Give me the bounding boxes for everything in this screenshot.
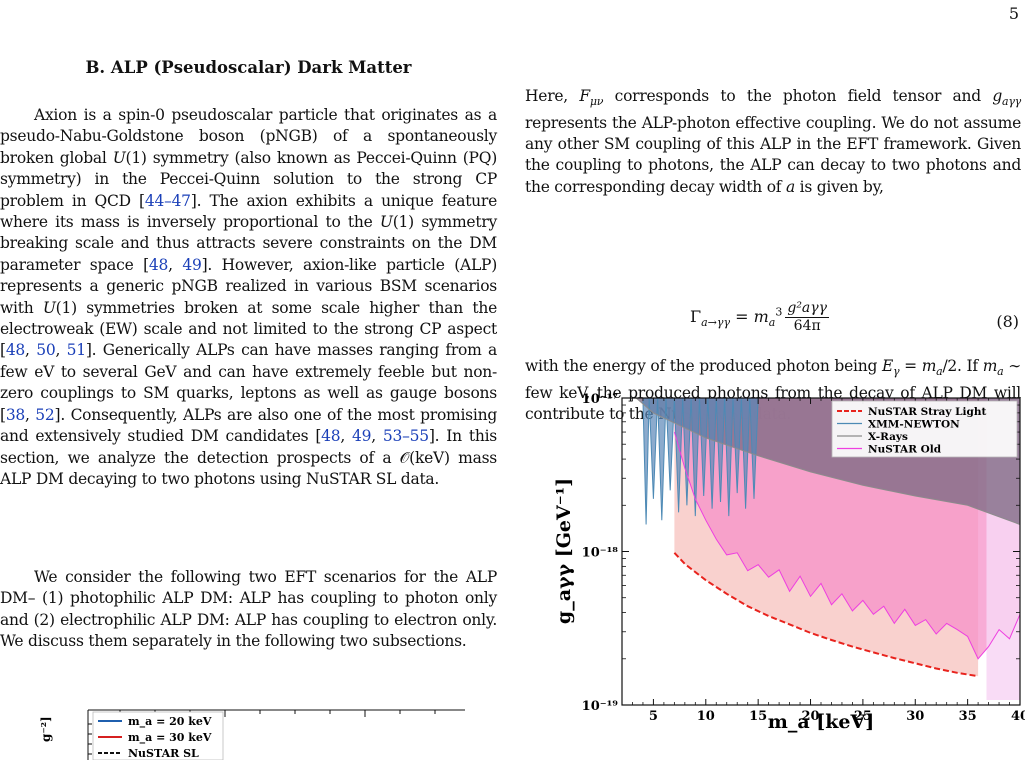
axis-ticks: 5 10 15 20 25 30 35 40 10⁻¹⁷ 10⁻¹⁸ 10⁻¹⁹ <box>582 392 1025 724</box>
y-axis-label: g_aγγ [GeV⁻¹] <box>553 478 575 624</box>
series-line-x-rays <box>635 398 1020 525</box>
x-tick-label: 25 <box>854 709 872 724</box>
mini-legend-label-2: m_a = 30 keV <box>128 731 212 745</box>
chart-svg: 5 10 15 20 25 30 35 40 10⁻¹⁷ 10⁻¹⁸ 10⁻¹⁹ g_aγγ [Ge… <box>553 392 1025 733</box>
mini-legend-label-3: NuSTAR SL <box>128 747 199 760</box>
citation[interactable]: 49 <box>352 427 372 446</box>
x-tick-label: 40 <box>1011 709 1025 724</box>
mini-figure-frame <box>87 709 465 760</box>
series-line-nustar-old <box>673 431 1020 660</box>
citation[interactable]: 48 <box>321 427 341 446</box>
citation[interactable]: 44–47 <box>144 191 191 210</box>
x-axis-label: m_a [keV] <box>768 711 875 733</box>
left-paragraph-2: We consider the following two EFT scenar… <box>0 568 497 651</box>
page-number: 5 <box>1008 4 1019 23</box>
citation[interactable]: 48 <box>5 341 26 360</box>
mini-figure-ylabel: g⁻²] <box>39 716 53 742</box>
legend-box <box>831 400 1018 458</box>
citation[interactable]: 48 <box>148 255 169 274</box>
equation-body: Γa→γγ = ma3 g²aγγ 64π <box>690 300 830 334</box>
chart-legend: NuSTAR Stray LightXMM-NEWTONX-RaysNuSTAR… <box>831 400 1018 458</box>
citation[interactable]: 38 <box>5 405 26 424</box>
x-tick-label: 15 <box>749 709 767 724</box>
citation[interactable]: 52 <box>35 405 55 424</box>
y-tick-label: 10⁻¹⁷ <box>582 392 619 407</box>
y-tick-label: 10⁻¹⁸ <box>582 546 619 561</box>
citation[interactable]: 51 <box>66 341 86 360</box>
mini-figure: m_a = 20 keV m_a = 30 keV NuSTAR SL g⁻²] <box>39 709 465 760</box>
x-tick-label: 5 <box>649 709 658 724</box>
citation[interactable]: 50 <box>36 341 56 360</box>
mini-legend-label-1: m_a = 20 keV <box>128 715 212 729</box>
citation[interactable]: 53–55 <box>382 427 429 446</box>
right-paragraph-1: Here, Fμν corresponds to the photon fiel… <box>525 87 1021 196</box>
series-line-xmm-newton <box>642 398 759 525</box>
legend-label: NuSTAR Stray Light <box>868 406 986 418</box>
legend-label: XMM-NEWTON <box>868 419 960 431</box>
x-tick-label: 10 <box>697 709 715 724</box>
series-lines <box>635 398 1020 678</box>
x-tick-label: 35 <box>959 709 977 724</box>
equation-number: (8) <box>996 312 1019 331</box>
series-line-nustar-stray-light <box>673 552 979 678</box>
section-heading: B. ALP (Pseudoscalar) Dark Matter <box>85 58 412 77</box>
y-tick-label: 10⁻¹⁹ <box>582 699 619 714</box>
legend-label: NuSTAR Old <box>868 444 942 456</box>
citation[interactable]: 49 <box>182 255 202 274</box>
x-tick-label: 20 <box>801 709 819 724</box>
legend-label: X-Rays <box>868 431 908 443</box>
alp-constraint-plot: 5 10 15 20 25 30 35 40 10⁻¹⁷ 10⁻¹⁸ 10⁻¹⁹ g_aγγ [Ge… <box>525 386 1025 736</box>
left-paragraph-1: Axion is a spin-0 pseudoscalar particle … <box>0 106 498 488</box>
x-tick-label: 30 <box>906 709 924 724</box>
